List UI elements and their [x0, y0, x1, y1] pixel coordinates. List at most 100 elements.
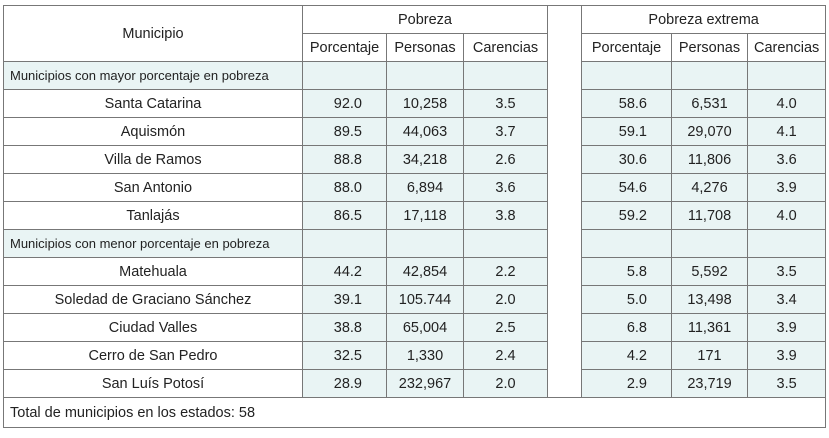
pobreza-personas: 105.744 — [386, 285, 464, 314]
pobreza-porcentaje: 38.8 — [302, 313, 387, 342]
table-row: Tanlajás 86.5 17,118 3.8 59.2 11,708 4.0 — [3, 201, 827, 230]
header-row-1: Municipio Pobreza Pobreza extrema — [3, 5, 827, 62]
extrema-carencias: 4.0 — [746, 201, 827, 230]
pobreza-personas: 65,004 — [386, 313, 464, 342]
column-gap — [547, 201, 582, 230]
extrema-porcentaje: 59.2 — [581, 201, 672, 230]
section-blank-cell — [386, 229, 464, 258]
column-gap — [547, 61, 582, 90]
pobreza-porcentaje: 39.1 — [302, 285, 387, 314]
pobreza-porcentaje: 86.5 — [302, 201, 387, 230]
table-row: Ciudad Valles 38.8 65,004 2.5 6.8 11,361 3.9 — [3, 313, 827, 342]
pobreza-carencias: 2.0 — [463, 369, 548, 398]
pobreza-carencias: 2.0 — [463, 285, 548, 314]
pobreza-porcentaje: 88.0 — [302, 173, 387, 202]
pobreza-personas: 17,118 — [386, 201, 464, 230]
municipio-name: Tanlajás — [3, 201, 303, 230]
extrema-personas: 23,719 — [671, 369, 748, 398]
group-header-pobreza-extrema: Pobreza extrema — [580, 5, 827, 34]
pobreza-carencias: 2.6 — [463, 145, 548, 174]
extrema-carencias: 3.9 — [746, 313, 827, 342]
footer-row: Total de municipios en los estados: 58 — [2, 397, 827, 428]
pobreza-personas: 44,063 — [386, 117, 464, 146]
extrema-personas: 29,070 — [671, 117, 748, 146]
table-row: Santa Catarina 92.0 10,258 3.5 58.6 6,531 4.0 — [3, 89, 827, 118]
extrema-porcentaje: 4.2 — [581, 341, 672, 370]
table-row: Soledad de Graciano Sánchez 39.1 105.744 2.… — [3, 285, 827, 314]
section-blank-cell — [386, 61, 464, 90]
municipio-name: San Luís Potosí — [3, 369, 303, 398]
extrema-porcentaje: 30.6 — [581, 145, 672, 174]
municipio-name: Ciudad Valles — [3, 313, 303, 342]
poverty-table: Municipio Pobreza Pobreza extrema Porcen… — [2, 5, 827, 428]
column-gap — [547, 285, 582, 314]
section-title: Municipios con menor porcentaje en pobre… — [3, 229, 303, 258]
pobreza-personas: 1,330 — [386, 341, 464, 370]
table-row: Aquismón 89.5 44,063 3.7 59.1 29,070 4.1 — [3, 117, 827, 146]
pobreza-carencias: 3.8 — [463, 201, 548, 230]
pobreza-personas: 10,258 — [386, 89, 464, 118]
table-row: Cerro de San Pedro 32.5 1,330 2.4 4.2 171 3.9 — [3, 341, 827, 370]
municipio-name: Matehuala — [3, 257, 303, 286]
pobreza-porcentaje: 32.5 — [302, 341, 387, 370]
col-header-porcentaje: Porcentaje — [302, 33, 387, 62]
extrema-carencias: 3.5 — [746, 369, 827, 398]
col-header-porcentaje-extrema: Porcentaje — [581, 33, 672, 62]
table-row: Matehuala 44.2 42,854 2.2 5.8 5,592 3.5 — [3, 257, 827, 286]
pobreza-porcentaje: 44.2 — [302, 257, 387, 286]
col-header-personas: Personas — [386, 33, 464, 62]
extrema-personas: 5,592 — [671, 257, 748, 286]
column-gap — [547, 369, 582, 398]
section-header-row: Municipios con mayor porcentaje en pobre… — [3, 61, 827, 90]
column-gap — [547, 5, 582, 62]
extrema-personas: 11,361 — [671, 313, 748, 342]
pobreza-carencias: 2.4 — [463, 341, 548, 370]
table-row: Villa de Ramos 88.8 34,218 2.6 30.6 11,806 3.6 — [3, 145, 827, 174]
pobreza-carencias: 3.6 — [463, 173, 548, 202]
pobreza-personas: 6,894 — [386, 173, 464, 202]
pobreza-personas: 232,967 — [386, 369, 464, 398]
pobreza-porcentaje: 88.8 — [302, 145, 387, 174]
section-title: Municipios con mayor porcentaje en pobre… — [3, 61, 303, 90]
pobreza-porcentaje: 92.0 — [302, 89, 387, 118]
section-blank-cell — [581, 229, 672, 258]
extrema-carencias: 3.5 — [746, 257, 827, 286]
section-blank-cell — [463, 229, 548, 258]
extrema-porcentaje: 58.6 — [581, 89, 672, 118]
col-header-carencias-extrema: Carencias — [746, 33, 827, 62]
section-blank-cell — [671, 229, 748, 258]
municipio-name: Soledad de Graciano Sánchez — [3, 285, 303, 314]
column-gap — [547, 173, 582, 202]
municipio-name: Cerro de San Pedro — [3, 341, 303, 370]
extrema-porcentaje: 6.8 — [581, 313, 672, 342]
section-blank-cell — [746, 61, 827, 90]
col-header-personas-extrema: Personas — [671, 33, 748, 62]
column-gap — [547, 117, 582, 146]
column-gap — [547, 145, 582, 174]
extrema-personas: 13,498 — [671, 285, 748, 314]
column-gap — [547, 341, 582, 370]
section-blank-cell — [302, 61, 387, 90]
extrema-carencias: 3.9 — [746, 341, 827, 370]
extrema-porcentaje: 54.6 — [581, 173, 672, 202]
municipio-name: Santa Catarina — [3, 89, 303, 118]
pobreza-porcentaje: 89.5 — [302, 117, 387, 146]
extrema-porcentaje: 5.0 — [581, 285, 672, 314]
pobreza-personas: 42,854 — [386, 257, 464, 286]
column-gap — [547, 89, 582, 118]
extrema-carencias: 4.0 — [746, 89, 827, 118]
extrema-porcentaje: 2.9 — [581, 369, 672, 398]
extrema-personas: 171 — [671, 341, 748, 370]
pobreza-carencias: 3.7 — [463, 117, 548, 146]
footer-total: Total de municipios en los estados: 58 — [2, 397, 827, 428]
section-header-row: Municipios con menor porcentaje en pobre… — [3, 229, 827, 258]
column-gap — [547, 313, 582, 342]
column-gap — [547, 257, 582, 286]
section-blank-cell — [302, 229, 387, 258]
section-blank-cell — [581, 61, 672, 90]
municipio-name: Aquismón — [3, 117, 303, 146]
municipio-name: Villa de Ramos — [3, 145, 303, 174]
pobreza-porcentaje: 28.9 — [302, 369, 387, 398]
extrema-carencias: 4.1 — [746, 117, 827, 146]
extrema-personas: 4,276 — [671, 173, 748, 202]
